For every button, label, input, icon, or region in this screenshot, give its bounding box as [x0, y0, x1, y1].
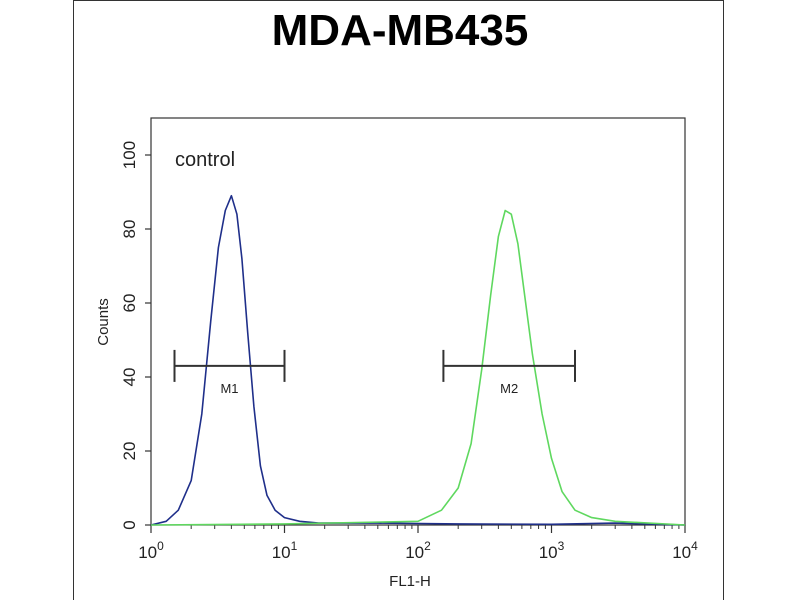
- x-tick-label: 104: [672, 539, 698, 562]
- y-tick-label: 100: [120, 141, 139, 169]
- series-layer: [150, 194, 686, 526]
- control-annotation: control: [175, 149, 235, 171]
- marker-layer: M1 M2: [173, 349, 577, 396]
- x-tick-label: 100: [138, 539, 164, 562]
- gate-label: M1: [220, 381, 238, 396]
- y-tick-label: 80: [120, 220, 139, 239]
- y-axis: 0 20 40 60 80 100: [120, 141, 151, 530]
- x-axis-title: FL1-H: [389, 573, 431, 590]
- histogram-line: [150, 194, 686, 526]
- y-tick-label: 0: [120, 520, 139, 529]
- chart-title: MDA-MB435: [271, 6, 529, 55]
- gate-label: M2: [500, 381, 518, 396]
- chart-frame: [73, 0, 724, 600]
- histogram-line: [150, 209, 686, 526]
- x-tick-label: 103: [539, 539, 565, 562]
- y-tick-label: 40: [120, 368, 139, 387]
- x-tick-label: 102: [405, 539, 431, 562]
- x-tick-label: 101: [272, 539, 298, 562]
- plot-area: [150, 117, 686, 526]
- y-tick-label: 20: [120, 442, 139, 461]
- y-axis-title: Counts: [95, 298, 112, 346]
- x-axis: 100 101 102 103 104: [138, 525, 698, 562]
- y-tick-label: 60: [120, 294, 139, 313]
